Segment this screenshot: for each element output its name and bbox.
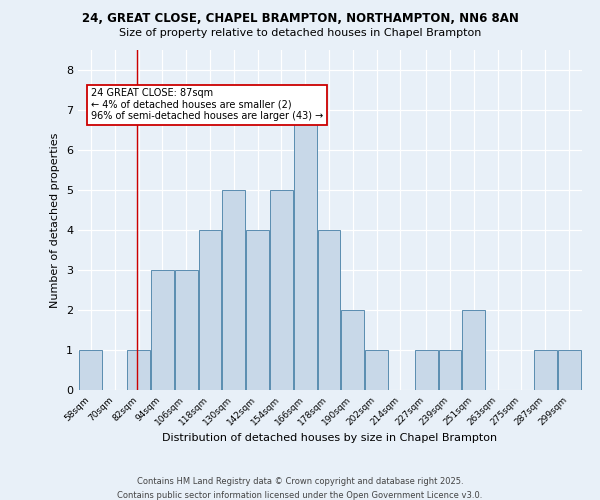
Bar xyxy=(151,270,174,390)
Bar xyxy=(175,270,197,390)
Bar xyxy=(294,110,317,390)
Text: 24 GREAT CLOSE: 87sqm
← 4% of detached houses are smaller (2)
96% of semi-detach: 24 GREAT CLOSE: 87sqm ← 4% of detached h… xyxy=(91,88,323,121)
Bar xyxy=(127,350,150,390)
Bar xyxy=(463,310,485,390)
Text: Contains public sector information licensed under the Open Government Licence v3: Contains public sector information licen… xyxy=(118,491,482,500)
Bar xyxy=(365,350,388,390)
Bar xyxy=(246,230,269,390)
Bar xyxy=(415,350,437,390)
Bar xyxy=(439,350,461,390)
Bar xyxy=(341,310,364,390)
Bar xyxy=(270,190,293,390)
Bar xyxy=(557,350,581,390)
Bar xyxy=(317,230,340,390)
Text: Size of property relative to detached houses in Chapel Brampton: Size of property relative to detached ho… xyxy=(119,28,481,38)
Bar xyxy=(223,190,245,390)
Text: 24, GREAT CLOSE, CHAPEL BRAMPTON, NORTHAMPTON, NN6 8AN: 24, GREAT CLOSE, CHAPEL BRAMPTON, NORTHA… xyxy=(82,12,518,26)
Bar xyxy=(199,230,221,390)
Bar xyxy=(79,350,103,390)
X-axis label: Distribution of detached houses by size in Chapel Brampton: Distribution of detached houses by size … xyxy=(163,432,497,442)
Y-axis label: Number of detached properties: Number of detached properties xyxy=(50,132,61,308)
Text: Contains HM Land Registry data © Crown copyright and database right 2025.: Contains HM Land Registry data © Crown c… xyxy=(137,478,463,486)
Bar xyxy=(534,350,557,390)
